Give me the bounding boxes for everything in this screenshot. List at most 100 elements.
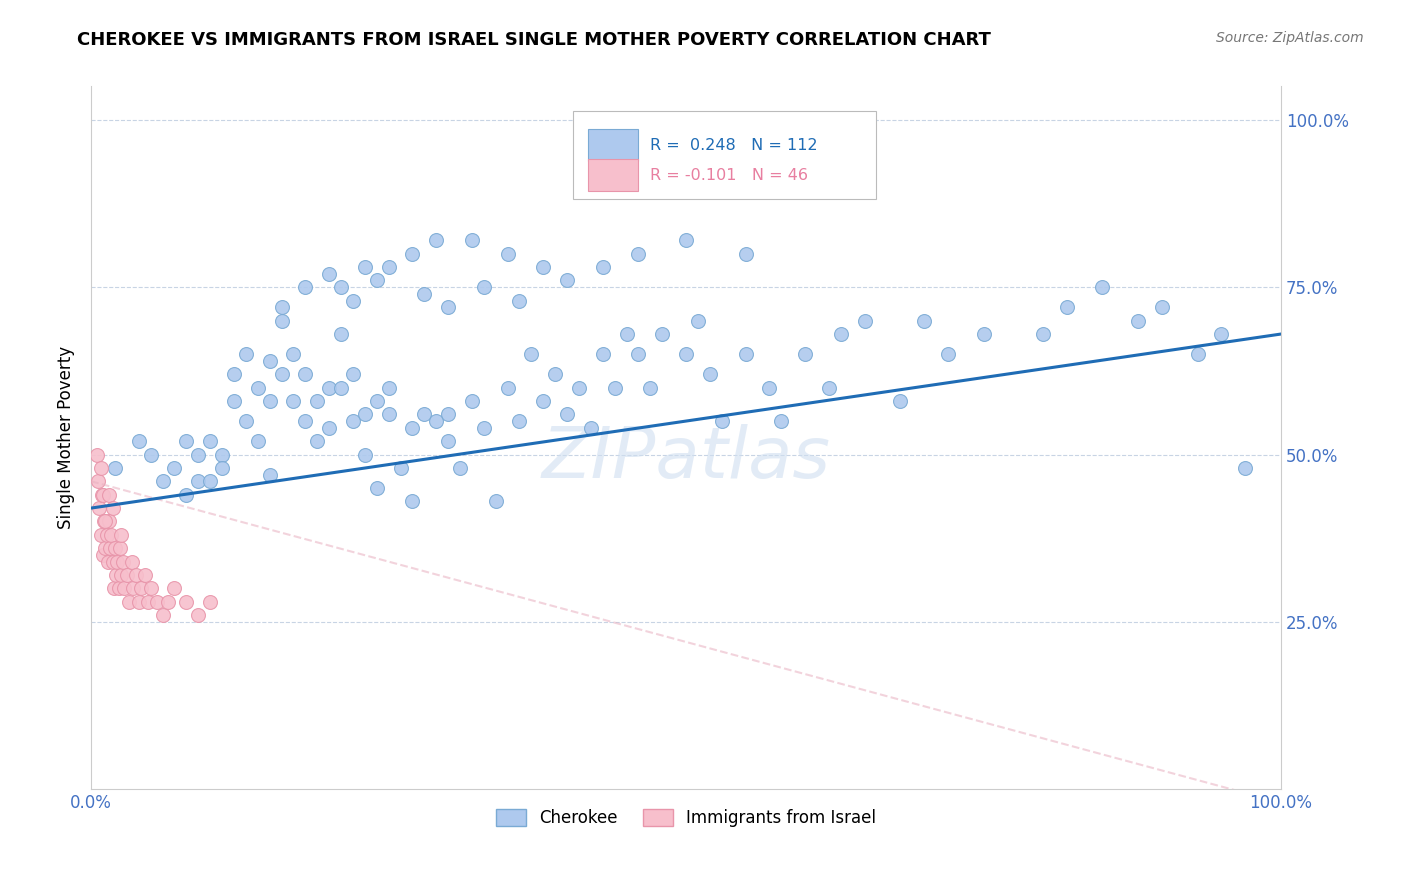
Point	[794, 347, 817, 361]
Point	[136, 595, 159, 609]
Point	[568, 381, 591, 395]
Point	[110, 568, 132, 582]
Point	[389, 461, 412, 475]
Point	[936, 347, 959, 361]
Point	[342, 368, 364, 382]
Point	[118, 595, 141, 609]
Point	[1128, 313, 1150, 327]
Point	[592, 347, 614, 361]
Point	[651, 326, 673, 341]
Point	[246, 381, 269, 395]
Point	[627, 347, 650, 361]
Point	[366, 481, 388, 495]
Point	[187, 475, 209, 489]
Point	[89, 501, 111, 516]
Point	[342, 293, 364, 308]
Point	[401, 421, 423, 435]
Point	[198, 475, 221, 489]
Point	[579, 421, 602, 435]
Point	[114, 582, 136, 596]
Point	[531, 260, 554, 274]
Point	[128, 595, 150, 609]
Point	[222, 368, 245, 382]
Point	[496, 246, 519, 260]
Point	[353, 260, 375, 274]
Point	[413, 408, 436, 422]
Point	[592, 260, 614, 274]
Point	[91, 548, 114, 562]
Point	[318, 267, 340, 281]
Point	[377, 408, 399, 422]
Point	[91, 488, 114, 502]
Point	[472, 421, 495, 435]
Point	[294, 280, 316, 294]
Point	[437, 408, 460, 422]
Point	[461, 233, 484, 247]
Point	[108, 541, 131, 556]
Point	[912, 313, 935, 327]
Point	[461, 394, 484, 409]
FancyBboxPatch shape	[589, 129, 638, 161]
Point	[353, 408, 375, 422]
Point	[101, 501, 124, 516]
Point	[163, 582, 186, 596]
Point	[103, 582, 125, 596]
Point	[270, 313, 292, 327]
Point	[187, 608, 209, 623]
Point	[125, 568, 148, 582]
Point	[283, 347, 305, 361]
Point	[710, 414, 733, 428]
Point	[152, 608, 174, 623]
Point	[889, 394, 911, 409]
Point	[145, 595, 167, 609]
Point	[163, 461, 186, 475]
Point	[401, 494, 423, 508]
Text: ZIPatlas: ZIPatlas	[541, 425, 831, 493]
Point	[294, 368, 316, 382]
Point	[1187, 347, 1209, 361]
Point	[973, 326, 995, 341]
Point	[86, 448, 108, 462]
Point	[1056, 300, 1078, 314]
Point	[817, 381, 839, 395]
Text: CHEROKEE VS IMMIGRANTS FROM ISRAEL SINGLE MOTHER POVERTY CORRELATION CHART: CHEROKEE VS IMMIGRANTS FROM ISRAEL SINGL…	[77, 31, 991, 49]
Point	[198, 595, 221, 609]
Point	[401, 246, 423, 260]
Point	[734, 347, 756, 361]
Point	[353, 448, 375, 462]
Point	[449, 461, 471, 475]
Point	[176, 595, 198, 609]
Point	[105, 555, 128, 569]
Point	[176, 434, 198, 449]
FancyBboxPatch shape	[574, 111, 876, 199]
Point	[318, 421, 340, 435]
Point	[259, 467, 281, 482]
Point	[152, 475, 174, 489]
Point	[90, 488, 112, 502]
Point	[259, 394, 281, 409]
Point	[107, 582, 129, 596]
Point	[425, 233, 447, 247]
Point	[342, 414, 364, 428]
Point	[259, 353, 281, 368]
Point	[330, 280, 353, 294]
Point	[121, 555, 143, 569]
Point	[1211, 326, 1233, 341]
Point	[283, 394, 305, 409]
Point	[294, 414, 316, 428]
Point	[377, 381, 399, 395]
Point	[1032, 326, 1054, 341]
Point	[176, 488, 198, 502]
Point	[508, 293, 530, 308]
Point	[496, 381, 519, 395]
Point	[235, 347, 257, 361]
Text: R =  0.248   N = 112: R = 0.248 N = 112	[651, 137, 818, 153]
Point	[508, 414, 530, 428]
Point	[853, 313, 876, 327]
Point	[686, 313, 709, 327]
Point	[211, 461, 233, 475]
Point	[830, 326, 852, 341]
Point	[437, 300, 460, 314]
Point	[485, 494, 508, 508]
Point	[1234, 461, 1257, 475]
